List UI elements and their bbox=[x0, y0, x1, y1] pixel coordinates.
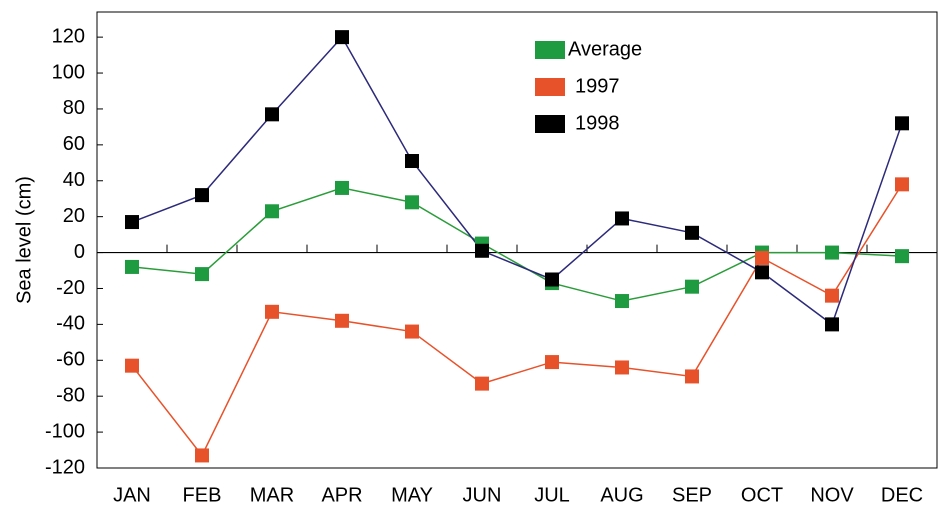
data-marker bbox=[265, 107, 279, 122]
y-axis-label: Sea level (cm) bbox=[13, 176, 35, 304]
data-marker bbox=[405, 324, 419, 339]
data-marker bbox=[615, 360, 629, 375]
x-tick-label: FEB bbox=[183, 484, 222, 506]
series-line bbox=[131, 183, 903, 457]
data-marker bbox=[195, 267, 209, 282]
legend-label: Average bbox=[568, 38, 642, 60]
data-marker bbox=[545, 272, 559, 287]
data-marker bbox=[895, 177, 909, 192]
data-marker bbox=[685, 225, 699, 240]
data-marker bbox=[685, 279, 699, 294]
series-line bbox=[131, 35, 903, 326]
data-marker bbox=[755, 250, 769, 265]
x-tick-label: NOV bbox=[810, 484, 854, 506]
data-marker bbox=[195, 188, 209, 203]
x-tick-label: APR bbox=[321, 484, 362, 506]
data-marker bbox=[825, 317, 839, 332]
data-marker bbox=[755, 265, 769, 280]
data-marker bbox=[615, 211, 629, 226]
series-line bbox=[131, 187, 903, 302]
legend-marker bbox=[535, 41, 565, 59]
legend-marker bbox=[535, 78, 565, 96]
x-tick-label: MAY bbox=[391, 484, 433, 506]
data-marker bbox=[265, 304, 279, 319]
data-marker bbox=[195, 448, 209, 463]
y-tick-label: 60 bbox=[63, 133, 85, 155]
x-tick-label: AUG bbox=[600, 484, 643, 506]
x-tick-label: MAR bbox=[250, 484, 294, 506]
data-marker bbox=[405, 154, 419, 169]
data-marker bbox=[895, 116, 909, 131]
y-tick-label: 0 bbox=[74, 241, 85, 263]
data-marker bbox=[825, 288, 839, 303]
y-tick-label: 40 bbox=[63, 169, 85, 191]
data-marker bbox=[335, 180, 349, 195]
x-tick-label: DEC bbox=[881, 484, 923, 506]
plot-frame bbox=[96, 11, 938, 469]
data-marker bbox=[685, 369, 699, 384]
y-tick-label: -40 bbox=[56, 313, 85, 335]
x-tick-label: JUL bbox=[534, 484, 570, 506]
y-tick-label: -100 bbox=[45, 420, 85, 442]
data-marker bbox=[895, 249, 909, 264]
data-marker bbox=[405, 195, 419, 210]
data-marker bbox=[125, 215, 139, 230]
data-marker bbox=[615, 294, 629, 309]
x-tick-label: JUN bbox=[463, 484, 502, 506]
legend-marker bbox=[535, 115, 565, 133]
data-marker bbox=[545, 355, 559, 370]
y-tick-label: 100 bbox=[52, 61, 85, 83]
data-marker bbox=[125, 259, 139, 274]
y-tick-label: 120 bbox=[52, 25, 85, 47]
y-tick-label: -60 bbox=[56, 349, 85, 371]
data-marker bbox=[265, 204, 279, 219]
y-tick-label: -120 bbox=[45, 456, 85, 478]
legend-label: 1997 bbox=[575, 75, 620, 97]
legend-label: 1998 bbox=[575, 112, 620, 134]
data-marker bbox=[825, 245, 839, 260]
y-tick-label: -80 bbox=[56, 384, 85, 406]
data-marker bbox=[475, 243, 489, 258]
y-tick-label: -20 bbox=[56, 277, 85, 299]
data-marker bbox=[125, 358, 139, 373]
y-tick-label: 80 bbox=[63, 97, 85, 119]
x-tick-label: JAN bbox=[113, 484, 151, 506]
x-tick-label: SEP bbox=[672, 484, 712, 506]
data-marker bbox=[335, 313, 349, 328]
x-tick-label: OCT bbox=[741, 484, 783, 506]
y-tick-label: 20 bbox=[63, 205, 85, 227]
data-marker bbox=[335, 30, 349, 45]
data-marker bbox=[475, 376, 489, 391]
